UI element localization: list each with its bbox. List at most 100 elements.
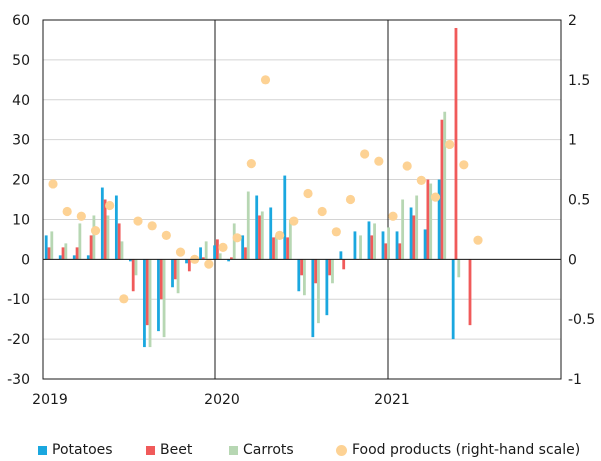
- right-tick-label: 1: [568, 133, 577, 149]
- bar-beet: [328, 259, 332, 276]
- bar-carrots: [429, 183, 433, 260]
- bar-beet: [370, 235, 374, 260]
- food-products-dot: [430, 192, 441, 202]
- bar-beet: [314, 259, 318, 284]
- bar-potatoes: [423, 229, 427, 260]
- bar-carrots: [246, 191, 250, 260]
- food-products-dot: [374, 156, 384, 166]
- food-products-dot: [218, 242, 228, 252]
- bar-potatoes: [325, 259, 329, 316]
- bar-beet: [61, 247, 65, 260]
- bar-potatoes: [297, 259, 301, 292]
- bar-potatoes: [44, 235, 48, 260]
- food-products-dot: [161, 230, 171, 240]
- bar-beet: [412, 215, 416, 260]
- bar-carrots: [457, 259, 461, 278]
- x-tick-label: 2019: [32, 392, 68, 408]
- right-tick-label: 0: [568, 252, 577, 268]
- left-tick-label: 30: [12, 133, 30, 149]
- bar-carrots: [260, 211, 264, 260]
- bar-carrots: [120, 241, 124, 260]
- bar-potatoes: [129, 259, 132, 262]
- right-axis-ticks: 2 1.5 1 0.5 0 -0.5 -1: [568, 13, 595, 388]
- bar-carrots: [78, 223, 82, 260]
- bar-potatoes: [283, 175, 287, 260]
- right-tick-label: 0.5: [568, 193, 590, 209]
- food-products-dot: [445, 139, 455, 150]
- bar-carrots: [373, 223, 376, 260]
- bar-carrots: [359, 235, 362, 260]
- legend-swatch-carrots: [229, 445, 238, 455]
- left-axis-ticks: 60 50 40 30 20 10 0 -10 -20 -30: [7, 13, 30, 388]
- food-products-dot: [416, 175, 426, 185]
- bar-beet: [454, 27, 458, 260]
- bar-carrots: [64, 243, 68, 260]
- bar-beet: [286, 237, 289, 260]
- food-products-dot: [345, 194, 356, 205]
- bar-beet: [398, 243, 402, 260]
- left-tick-label: -20: [7, 332, 30, 348]
- bar-carrots: [148, 259, 152, 348]
- food-products-dot: [62, 206, 72, 217]
- food-products-dot: [133, 216, 143, 226]
- left-tick-label: 40: [12, 93, 30, 109]
- bar-beet: [272, 237, 275, 260]
- food-products-dot: [175, 247, 186, 257]
- bar-beet: [300, 259, 303, 276]
- bar-potatoes: [185, 259, 188, 264]
- left-tick-label: 20: [12, 173, 30, 189]
- bar-potatoes: [451, 259, 455, 340]
- bar-beet: [145, 259, 149, 326]
- legend: Potatoes Beet Carrots Food products (rig…: [0, 439, 601, 461]
- bar-beet: [131, 259, 135, 292]
- food-products-dot: [204, 259, 214, 269]
- bar-potatoes: [157, 259, 160, 332]
- left-tick-label: 10: [12, 212, 30, 228]
- bar-beet: [89, 235, 93, 260]
- bar-potatoes: [311, 259, 315, 338]
- bar-potatoes: [395, 231, 399, 260]
- left-tick-label: -10: [7, 292, 30, 308]
- left-tick-label: 60: [12, 13, 30, 29]
- bar-potatoes: [241, 235, 245, 260]
- bar-potatoes: [199, 247, 202, 260]
- bar-carrots: [204, 241, 208, 260]
- legend-swatch-food-products: [336, 444, 347, 456]
- bar-carrots: [50, 231, 54, 260]
- bar-potatoes: [72, 255, 76, 260]
- food-products-dot: [360, 149, 370, 159]
- food-products-dot: [232, 233, 242, 243]
- bar-beet: [342, 259, 346, 270]
- bar-potatoes: [339, 251, 343, 260]
- bar-potatoes: [437, 179, 441, 260]
- bar-potatoes: [227, 259, 231, 262]
- bar-potatoes: [143, 259, 146, 348]
- bar-beet: [468, 259, 472, 326]
- bar-potatoes: [171, 259, 174, 288]
- bar-carrots: [288, 219, 292, 260]
- right-tick-label: 2: [568, 13, 577, 29]
- food-products-dot: [147, 221, 157, 231]
- right-tick-label: -1: [568, 372, 582, 388]
- food-products-dot: [105, 200, 115, 211]
- bar-potatoes: [269, 207, 273, 260]
- bar-potatoes: [353, 231, 357, 260]
- bar-beet: [117, 223, 121, 260]
- bar-potatoes: [409, 207, 413, 260]
- food-products-dot: [289, 216, 299, 226]
- legend-swatch-potatoes: [38, 445, 47, 455]
- food-products-dot: [48, 179, 58, 189]
- bar-carrots: [232, 223, 236, 260]
- bar-beet: [440, 119, 444, 260]
- bar-carrots: [387, 227, 390, 260]
- x-axis-ticks: 2019 2020 2021: [32, 392, 410, 408]
- food-products-dot: [119, 294, 129, 304]
- bar-beet: [47, 247, 51, 260]
- bar-carrots: [331, 259, 334, 284]
- bar-beet: [230, 257, 233, 260]
- food-products-dot: [246, 159, 256, 169]
- bar-carrots: [176, 259, 180, 294]
- food-products-dot: [275, 230, 285, 240]
- food-products-dot: [459, 160, 469, 170]
- x-tick-label: 2021: [374, 392, 410, 408]
